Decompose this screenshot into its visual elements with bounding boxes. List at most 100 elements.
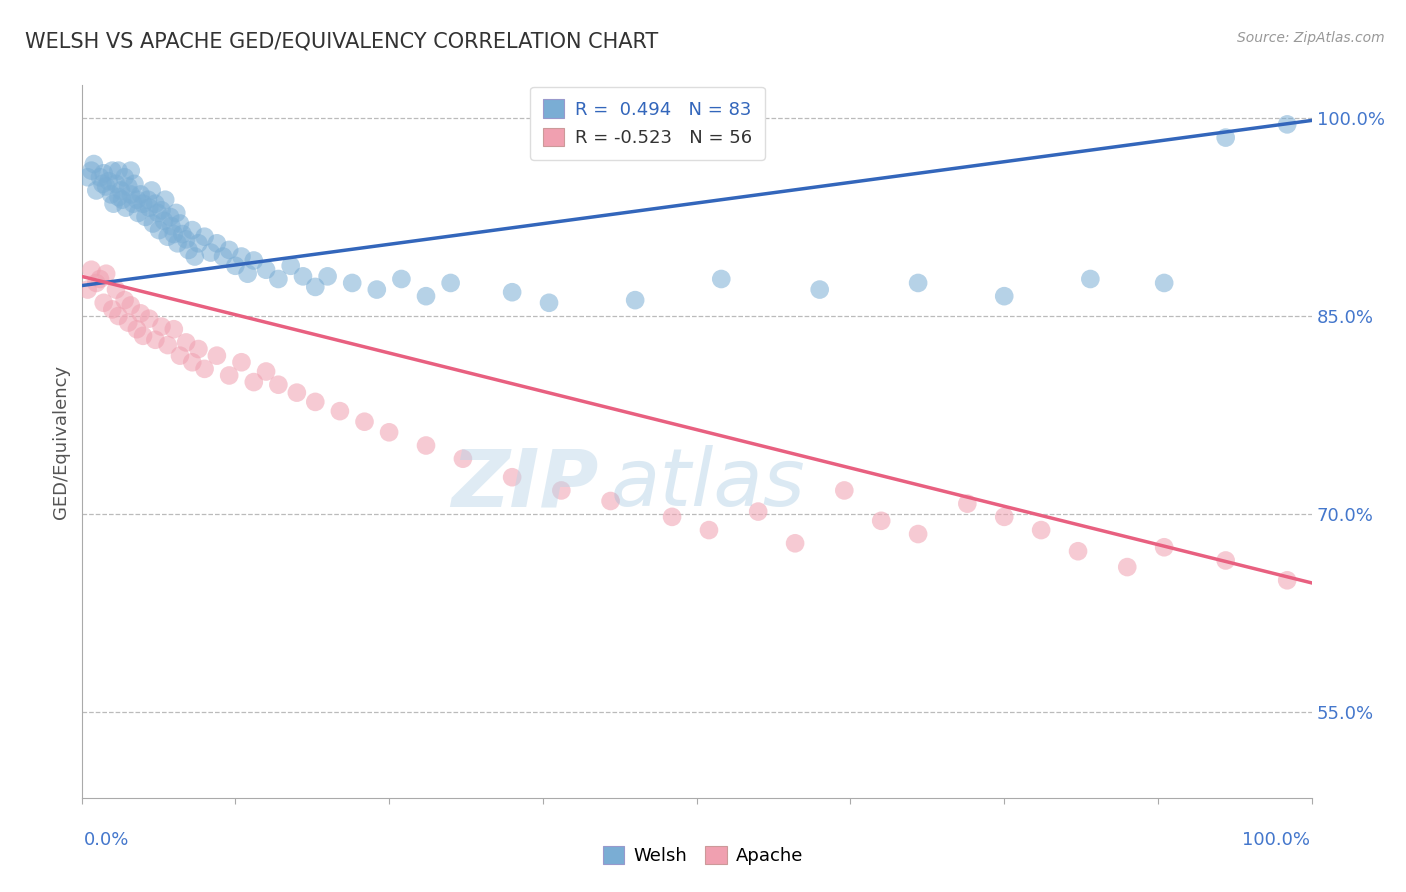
Point bbox=[329, 404, 352, 418]
Point bbox=[97, 174, 120, 188]
Text: 0.0%: 0.0% bbox=[84, 831, 129, 849]
Point bbox=[501, 470, 523, 484]
Point bbox=[956, 497, 979, 511]
Point bbox=[111, 193, 134, 207]
Point bbox=[194, 229, 217, 244]
Legend: R =  0.494   N = 83, R = -0.523   N = 56: R = 0.494 N = 83, R = -0.523 N = 56 bbox=[530, 87, 765, 160]
Point bbox=[145, 333, 166, 347]
Point bbox=[267, 272, 290, 286]
Point bbox=[129, 306, 152, 320]
Point bbox=[166, 236, 188, 251]
Point bbox=[89, 170, 111, 185]
Point bbox=[83, 157, 105, 171]
Point bbox=[205, 349, 228, 363]
Point bbox=[292, 269, 315, 284]
Point bbox=[218, 243, 240, 257]
Point bbox=[1067, 544, 1090, 558]
Point bbox=[145, 196, 166, 211]
Point bbox=[136, 193, 159, 207]
Point bbox=[231, 250, 253, 264]
Point bbox=[100, 187, 122, 202]
Point bbox=[148, 223, 170, 237]
Point bbox=[103, 196, 125, 211]
Legend: Welsh, Apache: Welsh, Apache bbox=[596, 838, 810, 872]
Point bbox=[86, 184, 108, 198]
Point bbox=[89, 272, 111, 286]
Point bbox=[163, 322, 186, 336]
Point bbox=[907, 527, 929, 541]
Point bbox=[146, 206, 169, 220]
Point bbox=[156, 229, 179, 244]
Point bbox=[366, 283, 388, 297]
Point bbox=[391, 272, 413, 286]
Point bbox=[808, 283, 831, 297]
Point bbox=[174, 232, 197, 246]
Point bbox=[187, 342, 209, 356]
Point bbox=[267, 377, 290, 392]
Point bbox=[907, 276, 929, 290]
Point bbox=[150, 319, 173, 334]
Point bbox=[1116, 560, 1139, 574]
Point bbox=[832, 483, 855, 498]
Point bbox=[1029, 523, 1052, 537]
Point bbox=[415, 289, 437, 303]
Point bbox=[254, 262, 277, 277]
Point bbox=[231, 355, 253, 369]
Point bbox=[159, 210, 181, 224]
Point bbox=[280, 259, 302, 273]
Point bbox=[76, 283, 98, 297]
Point bbox=[177, 243, 200, 257]
Point bbox=[1277, 574, 1299, 588]
Point bbox=[1215, 553, 1237, 567]
Point bbox=[174, 335, 197, 350]
Point bbox=[91, 177, 114, 191]
Point bbox=[187, 236, 209, 251]
Point bbox=[439, 276, 461, 290]
Point bbox=[304, 280, 326, 294]
Point bbox=[1215, 130, 1237, 145]
Point bbox=[993, 509, 1015, 524]
Point bbox=[181, 355, 204, 369]
Point bbox=[316, 269, 339, 284]
Point bbox=[550, 483, 572, 498]
Text: 100.0%: 100.0% bbox=[1243, 831, 1310, 849]
Point bbox=[599, 494, 621, 508]
Point bbox=[342, 276, 364, 290]
Text: ZIP: ZIP bbox=[451, 445, 599, 524]
Point bbox=[129, 187, 152, 202]
Point bbox=[163, 227, 186, 241]
Point bbox=[304, 395, 326, 409]
Point bbox=[200, 245, 222, 260]
Point bbox=[142, 217, 165, 231]
Point bbox=[114, 170, 136, 185]
Point bbox=[172, 227, 194, 241]
Point bbox=[156, 338, 179, 352]
Point bbox=[141, 184, 163, 198]
Point bbox=[120, 187, 142, 202]
Point bbox=[132, 196, 155, 211]
Point bbox=[127, 206, 149, 220]
Point bbox=[870, 514, 893, 528]
Point bbox=[132, 328, 155, 343]
Point bbox=[125, 193, 148, 207]
Point bbox=[86, 276, 108, 290]
Text: WELSH VS APACHE GED/EQUIVALENCY CORRELATION CHART: WELSH VS APACHE GED/EQUIVALENCY CORRELAT… bbox=[25, 31, 658, 51]
Point bbox=[1153, 276, 1175, 290]
Point bbox=[125, 322, 148, 336]
Point bbox=[93, 295, 115, 310]
Point bbox=[96, 267, 118, 281]
Point bbox=[122, 196, 145, 211]
Point bbox=[243, 375, 266, 389]
Point bbox=[285, 385, 308, 400]
Point bbox=[183, 250, 207, 264]
Point bbox=[624, 293, 647, 307]
Point bbox=[785, 536, 807, 550]
Point bbox=[451, 451, 474, 466]
Point bbox=[165, 206, 187, 220]
Point bbox=[537, 295, 560, 310]
Point bbox=[135, 210, 157, 224]
Text: atlas: atlas bbox=[610, 445, 806, 524]
Point bbox=[150, 203, 173, 218]
Point bbox=[114, 201, 138, 215]
Point bbox=[415, 438, 437, 452]
